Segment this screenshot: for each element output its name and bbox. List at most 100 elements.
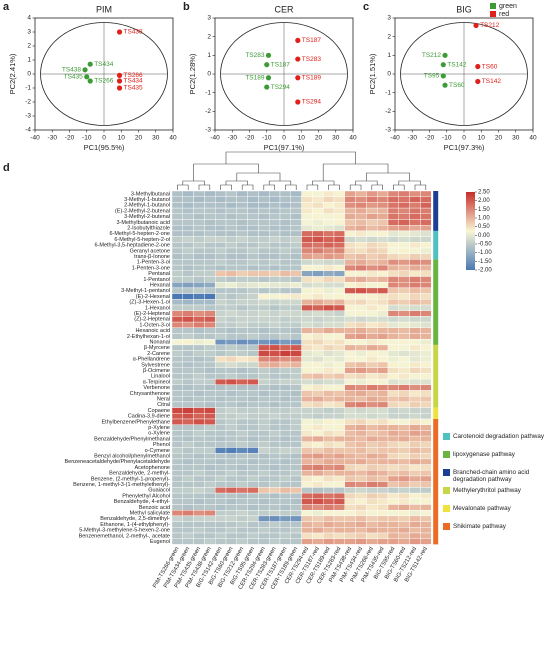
heatmap-cell: [225, 435, 238, 443]
heatmap-cell: [225, 207, 238, 215]
heatmap-cell: [171, 190, 184, 197]
heatmap-cell: [398, 327, 410, 334]
heatmap-cell: [398, 367, 410, 374]
heatmap-cell: [279, 270, 292, 277]
heatmap-cell: [204, 430, 216, 437]
heatmap-cell: [204, 515, 216, 522]
heatmap-cell: [171, 418, 184, 425]
x-tick-label: 30: [332, 135, 340, 142]
heatmap-cell: [333, 492, 346, 500]
point-label: TS189: [245, 74, 265, 81]
heatmap-cell: [333, 242, 346, 249]
heatmap-cell: [409, 373, 421, 380]
heatmap-cell: [290, 247, 302, 254]
heatmap-cell: [420, 293, 432, 300]
row-label: α-Phellandrene: [133, 357, 170, 363]
heatmap-cell: [258, 310, 270, 317]
heatmap-cell: [420, 321, 432, 329]
heatmap-cell: [258, 475, 270, 482]
heatmap-cell: [269, 270, 281, 277]
heatmap-cell: [398, 242, 410, 249]
heatmap-cell: [236, 475, 248, 482]
heatmap-cell: [333, 435, 346, 443]
heatmap-cell: [333, 384, 346, 391]
dendrogram-branch: [306, 184, 319, 190]
heatmap-cell: [269, 401, 281, 408]
heatmap-cell: [279, 515, 292, 522]
heatmap-cell: [193, 378, 205, 386]
heatmap-cell: [398, 498, 410, 505]
heatmap-cell: [171, 498, 184, 505]
heatmap-cell: [333, 270, 346, 277]
heatmap-cell: [247, 344, 259, 351]
heatmap-cell: [247, 316, 259, 323]
heatmap-cell: [312, 498, 324, 505]
heatmap-cell: [333, 538, 346, 545]
point: [295, 56, 301, 62]
row-label: Hexanoic acid: [135, 328, 170, 334]
heatmap-cell: [398, 532, 410, 539]
heatmap-cell: [258, 224, 270, 232]
heatmap-cell: [387, 259, 400, 266]
heatmap-cell: [398, 396, 410, 403]
heatmap-cell: [420, 344, 432, 351]
heatmap-cell: [236, 430, 248, 437]
heatmap-cell: [344, 316, 356, 323]
heatmap-cell: [377, 521, 389, 528]
heatmap-cell: [290, 453, 302, 460]
y-tick-label: -3: [385, 127, 391, 134]
heatmap-cell: [355, 264, 367, 272]
heatmap-cell: [247, 282, 259, 289]
y-tick-label: 3: [27, 29, 31, 36]
heatmap-cell: [290, 492, 302, 500]
heatmap-cell: [193, 236, 205, 243]
legend-item: lipoxygenase pathway: [443, 451, 547, 458]
heatmap-cell: [323, 321, 335, 329]
heatmap-cell: [377, 242, 389, 249]
heatmap-cell: [398, 190, 410, 197]
heatmap-cell: [333, 344, 346, 351]
heatmap-cell: [323, 264, 335, 272]
row-label: o-Xylene: [148, 431, 170, 437]
heatmap-cell: [366, 196, 378, 203]
row-label: 3-Methyl-1-pentanol: [121, 288, 170, 294]
heatmap-cell: [258, 396, 270, 403]
heatmap-cell: [279, 373, 292, 380]
heatmap-cell: [344, 304, 356, 311]
heatmap-cell: [398, 510, 410, 517]
heatmap-cell: [312, 367, 324, 374]
heatmap-cell: [301, 299, 313, 306]
heatmap-cell: [333, 498, 346, 505]
y-tick-label: -3: [25, 113, 31, 120]
heatmap-cell: [333, 219, 346, 226]
heatmap-cell: [301, 401, 313, 408]
heatmap-cell: [247, 407, 259, 414]
heatmap-cell: [355, 304, 367, 311]
heatmap-cell: [171, 396, 184, 403]
heatmap-cell: [323, 475, 335, 482]
heatmap-cell: [377, 487, 389, 494]
panel-label: d: [3, 162, 10, 174]
heatmap-cell: [301, 339, 313, 346]
heatmap-cell: [204, 264, 216, 272]
dendrogram-branch: [322, 163, 389, 181]
heatmap-cell: [312, 236, 324, 243]
heatmap-cell: [290, 521, 302, 528]
scale-tick-label: 2.50: [478, 190, 490, 196]
heatmap-cell: [355, 339, 367, 346]
heatmap-cell: [344, 396, 356, 403]
heatmap-cell: [279, 413, 292, 420]
heatmap-cell: [182, 202, 194, 209]
heatmap-cell: [366, 282, 378, 289]
heatmap-cell: [269, 373, 281, 380]
heatmap-cell: [387, 321, 400, 329]
heatmap-cell: [269, 230, 281, 237]
heatmap-cell: [312, 492, 324, 500]
heatmap-cell: [171, 287, 184, 294]
row-label: Benzaldehyde, 4-ethyl-: [114, 499, 170, 505]
heatmap-cell: [290, 344, 302, 351]
heatmap-cell: [204, 447, 216, 454]
heatmap-cell: [301, 538, 313, 545]
heatmap-cell: [193, 396, 205, 403]
